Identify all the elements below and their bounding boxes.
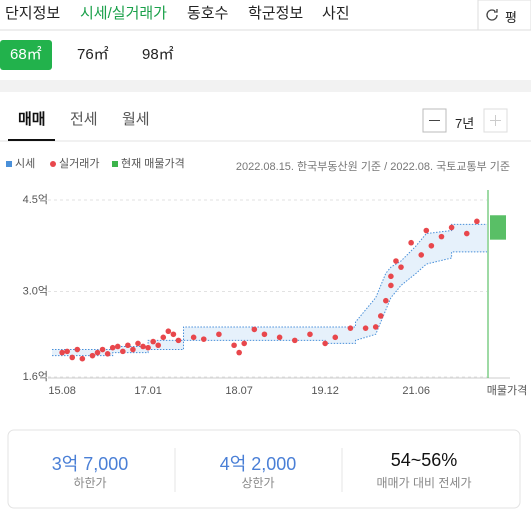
deal-point [59,349,65,356]
area-chip[interactable]: 68㎡ [0,40,52,70]
deal-point [362,325,369,331]
y-tick-label: 4.5억 [23,193,48,206]
deal-point [99,346,106,353]
unit-toggle[interactable]: 평 [505,10,517,25]
deal-point [79,355,86,362]
deal-point [474,218,480,225]
summary-value: 3억 7,000 [51,454,129,474]
area-chip[interactable]: 76㎡ [77,46,109,63]
nav-tab[interactable]: 동호수 [187,5,229,22]
deal-point [347,325,354,331]
deal-point [69,354,76,361]
deal-point [393,258,399,264]
legend-label: 시세 [15,157,35,170]
deal-point [64,348,70,355]
y-tick-label: 3.0억 [23,284,48,297]
deal-point [89,352,96,359]
deal-point [190,334,197,341]
refresh-icon [486,9,498,21]
deal-point [175,337,182,344]
deal-point [155,342,162,349]
deal-point [428,242,435,249]
legend-label: 실거래가 [59,157,99,170]
nav-tab[interactable]: 단지정보 [5,5,61,22]
deal-point [423,227,430,234]
summary-box [7,429,521,509]
deal-point [418,252,425,258]
deal-point [94,349,101,356]
deal-point [125,342,131,349]
y-tick-label: 1.6억 [23,370,48,383]
deal-point [377,313,384,319]
deal-tab[interactable]: 매매 [18,111,46,128]
deal-point [261,331,268,338]
band-low [52,251,487,357]
deal-point [291,337,298,344]
source: 2022.08.15. 한국부동산원 기준 / 2022.08. 국토교통부 기… [235,161,510,173]
deal-point [160,334,167,341]
area-chip[interactable]: 98㎡ [142,46,174,63]
x-tick-label: 17.01 [134,385,162,397]
deal-point [322,340,328,347]
summary-label: 매매가 대비 전세가 [376,476,472,490]
nav-tab[interactable]: 사진 [322,5,350,22]
unit-toggle-box [477,0,531,31]
nav-tab[interactable]: 시세/실거래가 [80,5,167,22]
listing-label: 매물가격 [487,384,527,397]
deal-point [109,344,116,351]
deal-point [241,340,248,347]
legend-swatch [50,161,56,167]
deal-point [398,264,404,270]
x-tick-label: 18.07 [225,385,253,397]
deal-point [130,346,136,353]
deal-point [383,297,389,304]
deal-point [388,273,394,280]
legend-label: 현재 매물가격 [121,157,185,170]
deal-point [276,334,283,341]
deal-point [216,331,222,338]
x-tick-label: 19.12 [311,385,339,397]
deal-point [236,349,242,356]
legend-swatch [112,161,118,167]
deal-point [150,338,156,345]
deal-point [140,343,146,350]
deal-point [408,239,414,246]
deal-tab[interactable]: 월세 [122,111,150,128]
deal-point [231,342,237,349]
deal-point [165,328,172,335]
deal-point [463,230,470,237]
deal-point [170,331,177,338]
summary-value: 4억 2,000 [219,454,297,474]
deal-point [104,351,111,357]
x-tick-label: 21.06 [402,385,430,397]
deal-point [372,324,379,330]
deal-point [74,346,81,353]
deal-point [438,233,445,240]
legend-swatch [6,161,12,167]
separator [0,80,531,92]
deal-tab[interactable]: 전세 [70,111,98,128]
deal-point [135,340,141,347]
deal-point [114,343,121,350]
deal-point [388,282,394,289]
band-fill [52,224,487,356]
deal-point [145,344,151,351]
x-tick-label: 15.08 [48,385,76,397]
deal-point [448,224,455,231]
period: 7년 [455,116,475,131]
deal-point [251,326,258,333]
listing-range [490,215,506,240]
summary-label: 하한가 [73,476,107,490]
summary-label: 상한가 [241,476,275,490]
deal-point [120,348,126,355]
deal-point [332,334,339,341]
summary-value: 54~56% [390,450,458,470]
nav-tab[interactable]: 학군정보 [248,5,304,22]
deal-point [200,336,207,342]
deal-point [307,331,313,338]
